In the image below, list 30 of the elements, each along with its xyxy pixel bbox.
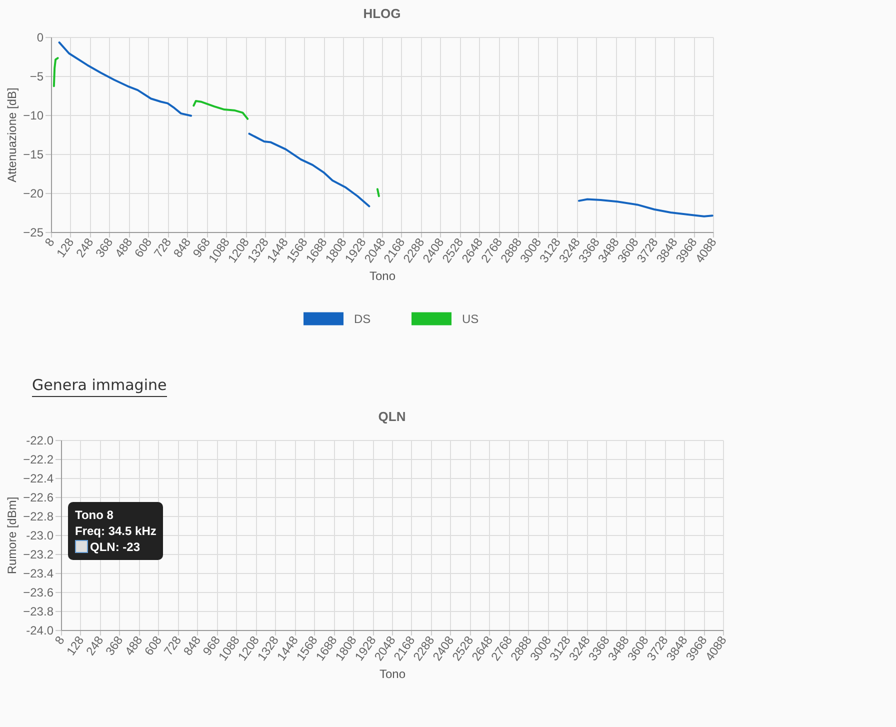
y-tick-label: −23.6	[23, 586, 54, 600]
y-axis-title: Rumore [dBm]	[5, 496, 20, 574]
x-axis-title: Tono	[379, 666, 406, 681]
y-tick-label: −22.4	[23, 472, 54, 486]
y-tick-label: −25	[23, 226, 44, 240]
chart-title: QLN	[378, 409, 406, 424]
annotation: QLN: -23	[89, 539, 142, 555]
y-tick-label: −22.8	[23, 510, 54, 524]
legend-label: US	[462, 312, 479, 326]
y-tick-label: -22.0	[26, 434, 54, 448]
y-tick-label: -23.0	[26, 528, 54, 542]
text: Genera immagine	[32, 376, 167, 397]
y-tick-label: -24.0	[26, 624, 54, 638]
y-tick-label: −23.4	[23, 566, 54, 580]
y-tick-label: −15	[23, 148, 44, 162]
y-tick-label: −22.6	[23, 490, 54, 504]
tooltip: Tono 8 Freq: 34.5 kHz QLN: -23	[68, 502, 164, 560]
y-axis-title: Attenuazione [dB]	[5, 88, 20, 182]
y-tick-label: −10	[23, 108, 44, 122]
chart-title: HLOG	[363, 6, 401, 21]
y-tick-label: −23.2	[23, 548, 54, 562]
legend-label: DS	[354, 312, 371, 326]
x-axis-title: Tono	[369, 268, 396, 283]
y-tick-label: −20	[23, 186, 44, 200]
y-tick-label: −23.8	[23, 604, 54, 618]
y-tick-label: 0	[36, 30, 44, 44]
y-tick-label: −5	[30, 70, 44, 84]
annotation: Tono 8	[75, 507, 114, 523]
annotation: Freq: 34.5 kHz	[75, 523, 156, 539]
y-tick-label: −22.2	[23, 452, 54, 466]
